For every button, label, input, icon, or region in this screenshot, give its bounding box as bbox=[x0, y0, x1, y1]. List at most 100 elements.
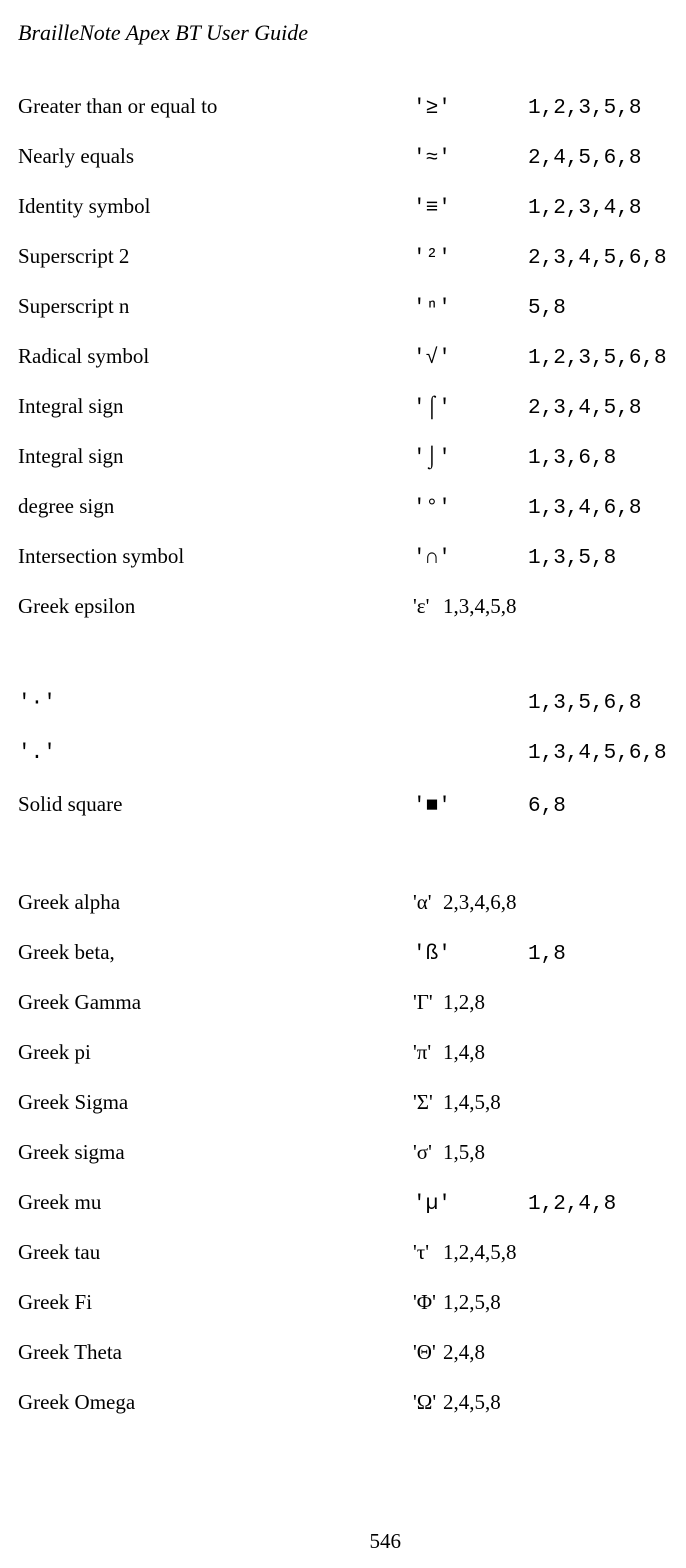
symbol-code: 1,2,3,5,6,8 bbox=[528, 347, 667, 370]
symbol-table: Greater than or equal to'≥'1,2,3,5,8 Near… bbox=[18, 94, 668, 1440]
symbol-description: Greek Sigma bbox=[18, 1090, 413, 1115]
table-row: Integral sign'⌡'1,3,6,8 bbox=[18, 444, 668, 470]
symbol-code: 1,5,8 bbox=[443, 1140, 485, 1165]
symbol-code: 1,3,5,6,8 bbox=[528, 692, 641, 715]
symbol-description: Greek tau bbox=[18, 1240, 413, 1265]
symbol-code: 2,3,4,6,8 bbox=[443, 890, 517, 915]
page-number: 546 bbox=[370, 1529, 402, 1554]
symbol-glyph: '°' bbox=[413, 497, 528, 520]
symbol-code: 1,3,4,5,6,8 bbox=[528, 742, 667, 765]
symbol-code: 1,8 bbox=[528, 943, 566, 966]
symbol-description: Intersection symbol bbox=[18, 544, 413, 569]
symbol-description: degree sign bbox=[18, 494, 413, 519]
symbol-code: 1,2,4,8 bbox=[528, 1193, 616, 1216]
symbol-code: 1,2,4,5,8 bbox=[443, 1240, 517, 1265]
table-row: Greek pi'π'1,4,8 bbox=[18, 1040, 668, 1066]
table-row: Superscript n'ⁿ'5,8 bbox=[18, 294, 668, 320]
symbol-glyph: '²' bbox=[413, 247, 528, 270]
symbol-description: Greek epsilon bbox=[18, 594, 413, 619]
symbol-description: Greek mu bbox=[18, 1190, 413, 1215]
symbol-glyph: 'α' bbox=[413, 890, 443, 915]
symbol-code: 1,3,4,5,8 bbox=[443, 594, 517, 619]
symbol-glyph: '√' bbox=[413, 347, 528, 370]
symbol-code: 1,3,6,8 bbox=[528, 447, 616, 470]
symbol-glyph: 'Ω' bbox=[413, 1390, 443, 1415]
table-row: Greek Fi'Φ'1,2,5,8 bbox=[18, 1290, 668, 1316]
symbol-glyph: 'τ' bbox=[413, 1240, 443, 1265]
table-row: Intersection symbol'∩'1,3,5,8 bbox=[18, 544, 668, 570]
table-row: Nearly equals'≈'2,4,5,6,8 bbox=[18, 144, 668, 170]
symbol-code: 2,3,4,5,6,8 bbox=[528, 247, 667, 270]
symbol-glyph: '⌠' bbox=[413, 397, 528, 420]
symbol-glyph: '■' bbox=[413, 795, 528, 818]
symbol-glyph: 'ⁿ' bbox=[413, 297, 528, 320]
symbol-description: Solid square bbox=[18, 792, 413, 817]
symbol-glyph: 'Θ' bbox=[413, 1340, 443, 1365]
symbol-description: Integral sign bbox=[18, 394, 413, 419]
symbol-description: Greater than or equal to bbox=[18, 94, 413, 119]
table-row: Greek Theta'Θ'2,4,8 bbox=[18, 1340, 668, 1366]
table-row: Greek mu'µ'1,2,4,8 bbox=[18, 1190, 668, 1216]
table-row: '·' 1,3,5,6,8 bbox=[18, 692, 668, 718]
symbol-description: Greek Fi bbox=[18, 1290, 413, 1315]
table-row: Integral sign'⌠'2,3,4,5,8 bbox=[18, 394, 668, 420]
symbol-glyph: 'Γ' bbox=[413, 990, 443, 1015]
symbol-glyph: 'ε' bbox=[413, 594, 443, 619]
symbol-description: Superscript n bbox=[18, 294, 413, 319]
table-row: Greek epsilon'ε'1,3,4,5,8 bbox=[18, 594, 668, 620]
table-row: Radical symbol'√'1,2,3,5,6,8 bbox=[18, 344, 668, 370]
symbol-glyph: 'σ' bbox=[413, 1140, 443, 1165]
symbol-glyph: '≈' bbox=[413, 147, 528, 170]
symbol-glyph: '≡' bbox=[413, 197, 528, 220]
symbol-description: Greek Omega bbox=[18, 1390, 413, 1415]
symbol-code: 2,4,5,8 bbox=[443, 1390, 501, 1415]
table-row: Greek Sigma'Σ'1,4,5,8 bbox=[18, 1090, 668, 1116]
table-row: degree sign'°'1,3,4,6,8 bbox=[18, 494, 668, 520]
symbol-description: Greek beta, bbox=[18, 940, 413, 965]
symbol-code: 1,3,5,8 bbox=[528, 547, 616, 570]
symbol-code: 2,4,8 bbox=[443, 1340, 485, 1365]
table-row: Greater than or equal to'≥'1,2,3,5,8 bbox=[18, 94, 668, 120]
symbol-description: Greek alpha bbox=[18, 890, 413, 915]
symbol-glyph: 'Φ' bbox=[413, 1290, 443, 1315]
symbol-code: 2,3,4,5,8 bbox=[528, 397, 641, 420]
table-row: Superscript 2'²'2,3,4,5,6,8 bbox=[18, 244, 668, 270]
symbol-description: Greek Gamma bbox=[18, 990, 413, 1015]
document-title: BrailleNote Apex BT User Guide bbox=[18, 20, 668, 46]
table-row: Greek Gamma'Γ'1,2,8 bbox=[18, 990, 668, 1016]
symbol-code: 1,2,5,8 bbox=[443, 1290, 501, 1315]
symbol-description: Nearly equals bbox=[18, 144, 413, 169]
symbol-description: '.' bbox=[18, 742, 413, 765]
symbol-code: 1,4,5,8 bbox=[443, 1090, 501, 1115]
symbol-glyph: '≥' bbox=[413, 97, 528, 120]
symbol-description: Greek sigma bbox=[18, 1140, 413, 1165]
symbol-code: 1,4,8 bbox=[443, 1040, 485, 1065]
table-row: Greek Omega'Ω'2,4,5,8 bbox=[18, 1390, 668, 1416]
symbol-description: Integral sign bbox=[18, 444, 413, 469]
symbol-glyph: 'µ' bbox=[413, 1193, 528, 1216]
table-row: Greek alpha'α'2,3,4,6,8 bbox=[18, 890, 668, 916]
symbol-glyph: 'ß' bbox=[413, 943, 528, 966]
symbol-description: Superscript 2 bbox=[18, 244, 413, 269]
symbol-description: '·' bbox=[18, 692, 413, 715]
symbol-code: 1,2,3,4,8 bbox=[528, 197, 641, 220]
symbol-description: Radical symbol bbox=[18, 344, 413, 369]
symbol-code: 5,8 bbox=[528, 297, 566, 320]
symbol-glyph: 'π' bbox=[413, 1040, 443, 1065]
table-row: Greek beta,'ß'1,8 bbox=[18, 940, 668, 966]
symbol-glyph: 'Σ' bbox=[413, 1090, 443, 1115]
symbol-description: Greek Theta bbox=[18, 1340, 413, 1365]
table-row: Identity symbol'≡'1,2,3,4,8 bbox=[18, 194, 668, 220]
symbol-glyph: '∩' bbox=[413, 547, 528, 570]
symbol-code: 2,4,5,6,8 bbox=[528, 147, 641, 170]
symbol-code: 1,3,4,6,8 bbox=[528, 497, 641, 520]
table-row: Greek sigma'σ'1,5,8 bbox=[18, 1140, 668, 1166]
table-row: '.' 1,3,4,5,6,8 bbox=[18, 742, 668, 768]
symbol-glyph: '⌡' bbox=[413, 447, 528, 470]
symbol-description: Identity symbol bbox=[18, 194, 413, 219]
table-row: Solid square'■'6,8 bbox=[18, 792, 668, 818]
symbol-code: 1,2,8 bbox=[443, 990, 485, 1015]
table-row: Greek tau'τ'1,2,4,5,8 bbox=[18, 1240, 668, 1266]
symbol-code: 1,2,3,5,8 bbox=[528, 97, 641, 120]
symbol-description: Greek pi bbox=[18, 1040, 413, 1065]
